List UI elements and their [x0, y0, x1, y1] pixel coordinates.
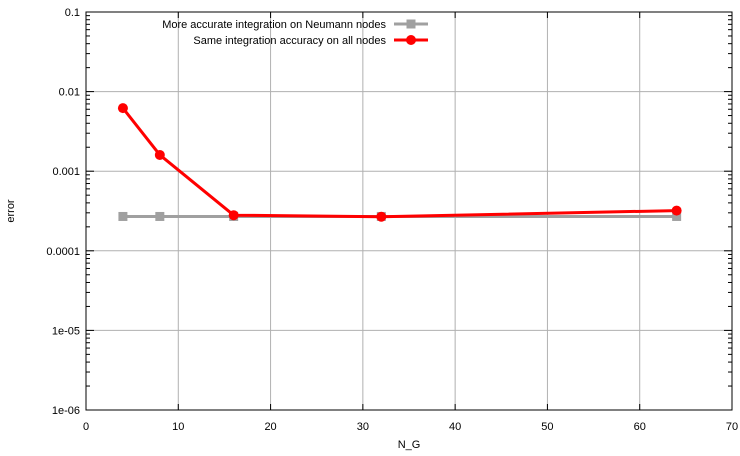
y-tick-label: 0.001	[52, 166, 80, 178]
legend-marker	[406, 35, 416, 45]
data-point	[118, 211, 128, 221]
x-tick-label: 50	[541, 421, 553, 433]
y-axis-label: error	[5, 199, 17, 223]
x-tick-label: 10	[172, 421, 184, 433]
data-point	[671, 205, 682, 216]
y-tick-label: 1e-05	[52, 325, 80, 337]
tick-labels: 0 10 20 30 40 50 60 70 1e-06 1e-05 0.0001 0.001 0.01…	[46, 7, 738, 433]
legend-label-series-2: Same integration accuracy on all nodes	[193, 35, 386, 47]
plot-frame	[85, 11, 733, 411]
series-layer	[117, 103, 682, 222]
y-tick-label: 0.1	[65, 7, 80, 19]
data-point	[376, 211, 387, 222]
data-point	[155, 211, 165, 221]
legend: More accurate integration on Neumann nod…	[162, 19, 428, 47]
legend-marker	[406, 19, 416, 29]
x-tick-label: 20	[264, 421, 276, 433]
data-point	[117, 103, 128, 114]
series-line	[121, 107, 677, 219]
x-axis-label: N_G	[398, 439, 421, 451]
series-2	[117, 103, 682, 222]
x-tick-label: 0	[83, 421, 89, 433]
data-point	[154, 149, 165, 160]
x-tick-label: 60	[634, 421, 646, 433]
x-tick-label: 40	[449, 421, 461, 433]
x-tick-label: 70	[726, 421, 738, 433]
y-tick-label: 0.01	[59, 87, 80, 99]
y-tick-label: 0.0001	[46, 246, 80, 258]
data-point	[228, 210, 239, 221]
data-point	[672, 211, 682, 221]
legend-label-series-1: More accurate integration on Neumann nod…	[162, 19, 386, 31]
x-tick-label: 30	[357, 421, 369, 433]
y-tick-label: 1e-06	[52, 405, 80, 417]
